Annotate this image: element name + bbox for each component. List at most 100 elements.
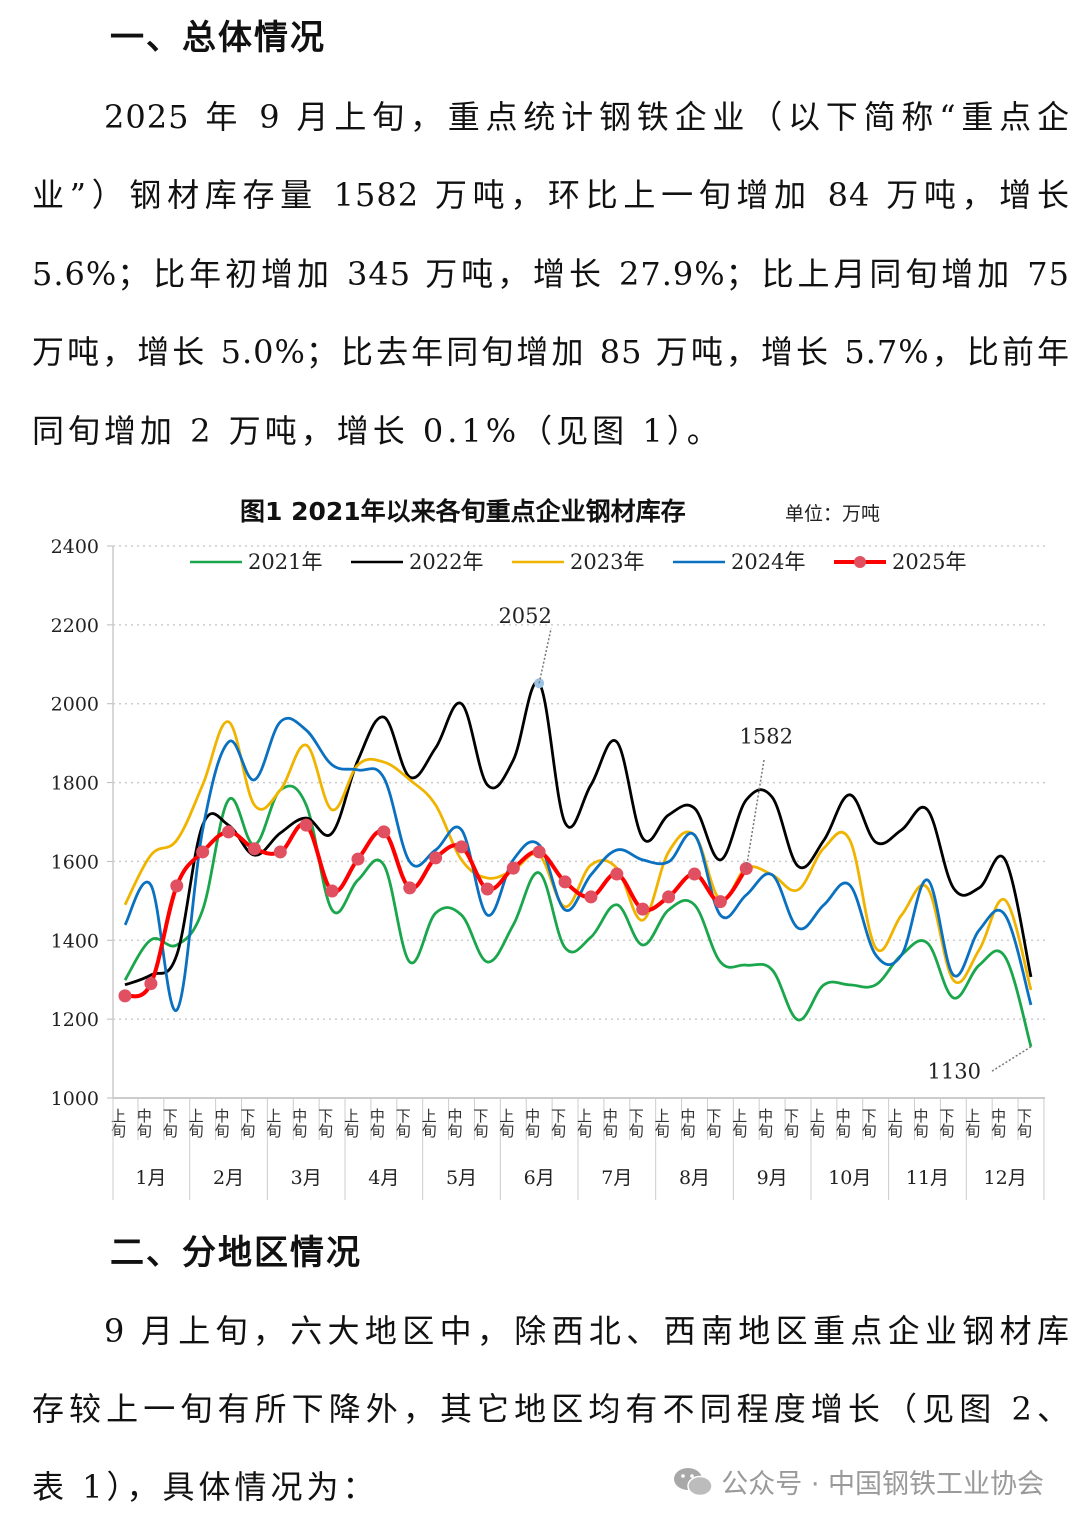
month-label: 5月 [446,1167,477,1189]
x-tick-label: 上旬 [963,1108,981,1139]
legend-label: 2021年 [248,550,322,574]
data-point [170,879,184,893]
chart-unit: 单位：万吨 [785,503,880,525]
series-line-2022年 [124,680,1033,987]
y-tick-label: 1600 [51,851,99,873]
x-tick-label: 下旬 [316,1108,334,1139]
x-tick-label: 下旬 [161,1108,179,1139]
x-tick-label: 下旬 [238,1108,256,1139]
y-tick-label: 2400 [51,536,99,558]
paragraph-line: 同旬增加 2 万吨，增长 0.1%（见图 1）。 [32,412,723,450]
section2-heading: 二、分地区情况 [110,1233,362,1273]
month-label: 10月 [828,1167,871,1189]
x-tick-label: 下旬 [549,1108,567,1139]
data-point [222,825,236,839]
paragraph-line: 业”）钢材库存量 1582 万吨，环比上一旬增加 84 万吨，增长 [32,176,1070,214]
x-tick-label: 中旬 [290,1108,308,1139]
data-point [247,842,261,856]
data-point [558,875,572,889]
x-tick-label: 上旬 [575,1108,593,1139]
x-tick-label: 下旬 [782,1108,800,1139]
x-tick-label: 中旬 [834,1108,852,1139]
section1-heading: 一、总体情况 [110,18,326,58]
month-label: 12月 [984,1167,1027,1189]
series-line-2024年 [123,716,1033,1012]
x-tick-label: 上旬 [886,1108,904,1139]
annotation-label: 2052 [498,604,551,628]
x-tick-label: 下旬 [627,1108,645,1139]
paragraph-line: 万吨，增长 5.0%；比去年同旬增加 85 万吨，增长 5.7%，比前年 [32,333,1070,371]
y-tick-label: 2200 [51,615,99,637]
x-tick-label: 上旬 [342,1108,360,1139]
paragraph-line: 9 月上旬，六大地区中，除西北、西南地区重点企业钢材库 [104,1312,1070,1350]
data-point [506,861,520,875]
legend-marker [854,556,866,568]
x-tick-label: 中旬 [601,1108,619,1139]
paragraph-line: 2025 年 9 月上旬，重点统计钢铁企业（以下简称“重点企 [104,98,1070,136]
x-tick-label: 中旬 [368,1108,386,1139]
paragraph-line: 存较上一旬有所下降外，其它地区均有不同程度增长（见图 2、 [32,1390,1070,1428]
data-point [144,977,158,991]
data-point [377,825,391,839]
month-label: 4月 [368,1167,399,1189]
x-tick-label: 下旬 [471,1108,489,1139]
x-tick-label: 中旬 [756,1108,774,1139]
legend-label: 2024年 [731,550,805,574]
x-tick-label: 下旬 [1015,1108,1033,1139]
data-point [325,884,339,898]
legend-label: 2023年 [570,550,644,574]
month-label: 1月 [135,1167,166,1189]
x-tick-label: 下旬 [394,1108,412,1139]
x-tick-label: 上旬 [420,1108,438,1139]
x-tick-label: 下旬 [937,1108,955,1139]
y-tick-label: 1800 [51,773,99,795]
month-label: 3月 [291,1167,322,1189]
paragraph-line: 5.6%；比年初增加 345 万吨，增长 27.9%；比上月同旬增加 75 [32,255,1070,293]
legend-label: 2022年 [409,550,483,574]
x-tick-label: 中旬 [989,1108,1007,1139]
watermark: 公众号 · 中国钢铁工业协会 [673,1462,1044,1501]
annotation-leader [990,1046,1032,1073]
watermark-text: 公众号 · 中国钢铁工业协会 [721,1469,1044,1500]
data-point [662,890,676,904]
x-tick-label: 下旬 [860,1108,878,1139]
data-point [739,862,753,876]
y-tick-label: 1000 [51,1088,99,1110]
x-tick-label: 中旬 [213,1108,231,1139]
x-tick-label: 上旬 [109,1108,127,1139]
annotation-leader [538,628,552,684]
paragraph-line: 表 1），具体情况为： [32,1468,379,1506]
data-point [610,867,624,881]
month-label: 7月 [601,1167,632,1189]
data-point [118,989,132,1003]
x-tick-label: 中旬 [523,1108,541,1139]
y-tick-label: 1400 [51,930,99,952]
x-tick-label: 上旬 [264,1108,282,1139]
x-tick-label: 上旬 [730,1108,748,1139]
data-point [299,818,313,832]
data-point [636,902,650,916]
x-tick-label: 上旬 [187,1108,205,1139]
inventory-line-chart: 图1 2021年以来各旬重点企业钢材库存 单位：万吨 1000 1200 1400 1… [51,497,1045,1200]
x-tick-label: 中旬 [446,1108,464,1139]
data-point [687,867,701,881]
wechat-icon [674,1467,713,1496]
annotation-leader [745,758,765,869]
x-tick-label: 下旬 [704,1108,722,1139]
data-point [455,840,469,854]
month-label: 9月 [757,1167,788,1189]
month-label: 6月 [524,1167,555,1189]
chart-title: 图1 2021年以来各旬重点企业钢材库存 [240,497,686,526]
data-point [351,852,365,866]
series-line-2023年 [123,720,1033,991]
y-tick-label: 1200 [51,1009,99,1031]
data-point [429,851,443,865]
data-point [713,895,727,909]
series-line-2021年 [123,784,1033,1048]
x-tick-label: 上旬 [497,1108,515,1139]
data-point [273,845,287,859]
data-point [480,882,494,896]
data-point [584,890,598,904]
x-tick-label: 上旬 [808,1108,826,1139]
x-tick-label: 中旬 [678,1108,696,1139]
